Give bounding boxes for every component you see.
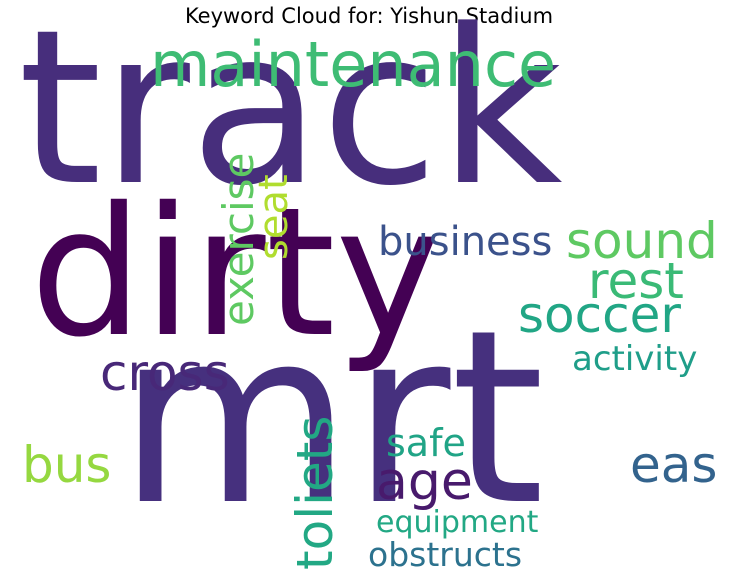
chart-title: Keyword Cloud for: Yishun Stadium [184,4,554,28]
word-soccer: soccer [518,286,681,344]
word-mrt: mrt [118,278,545,558]
word-seat: seat [251,174,297,260]
word-activity: activity [572,339,698,379]
word-business: business [378,219,553,265]
word-toliets: toliets [286,415,344,570]
word-maintenance: maintenance [150,28,557,101]
word-rest: rest [588,252,684,310]
word-equipment: equipment [376,505,539,540]
word-cross: cross [100,344,230,402]
word-age: age [376,452,473,512]
word-eas: eas [630,436,718,494]
word-safe: safe [386,421,466,465]
word-obstructs: obstructs [368,535,523,574]
word-track: track [18,0,563,233]
word-dirty: dirty [30,169,441,376]
word-sound: sound [566,212,718,270]
word-bus: bus [22,436,112,494]
